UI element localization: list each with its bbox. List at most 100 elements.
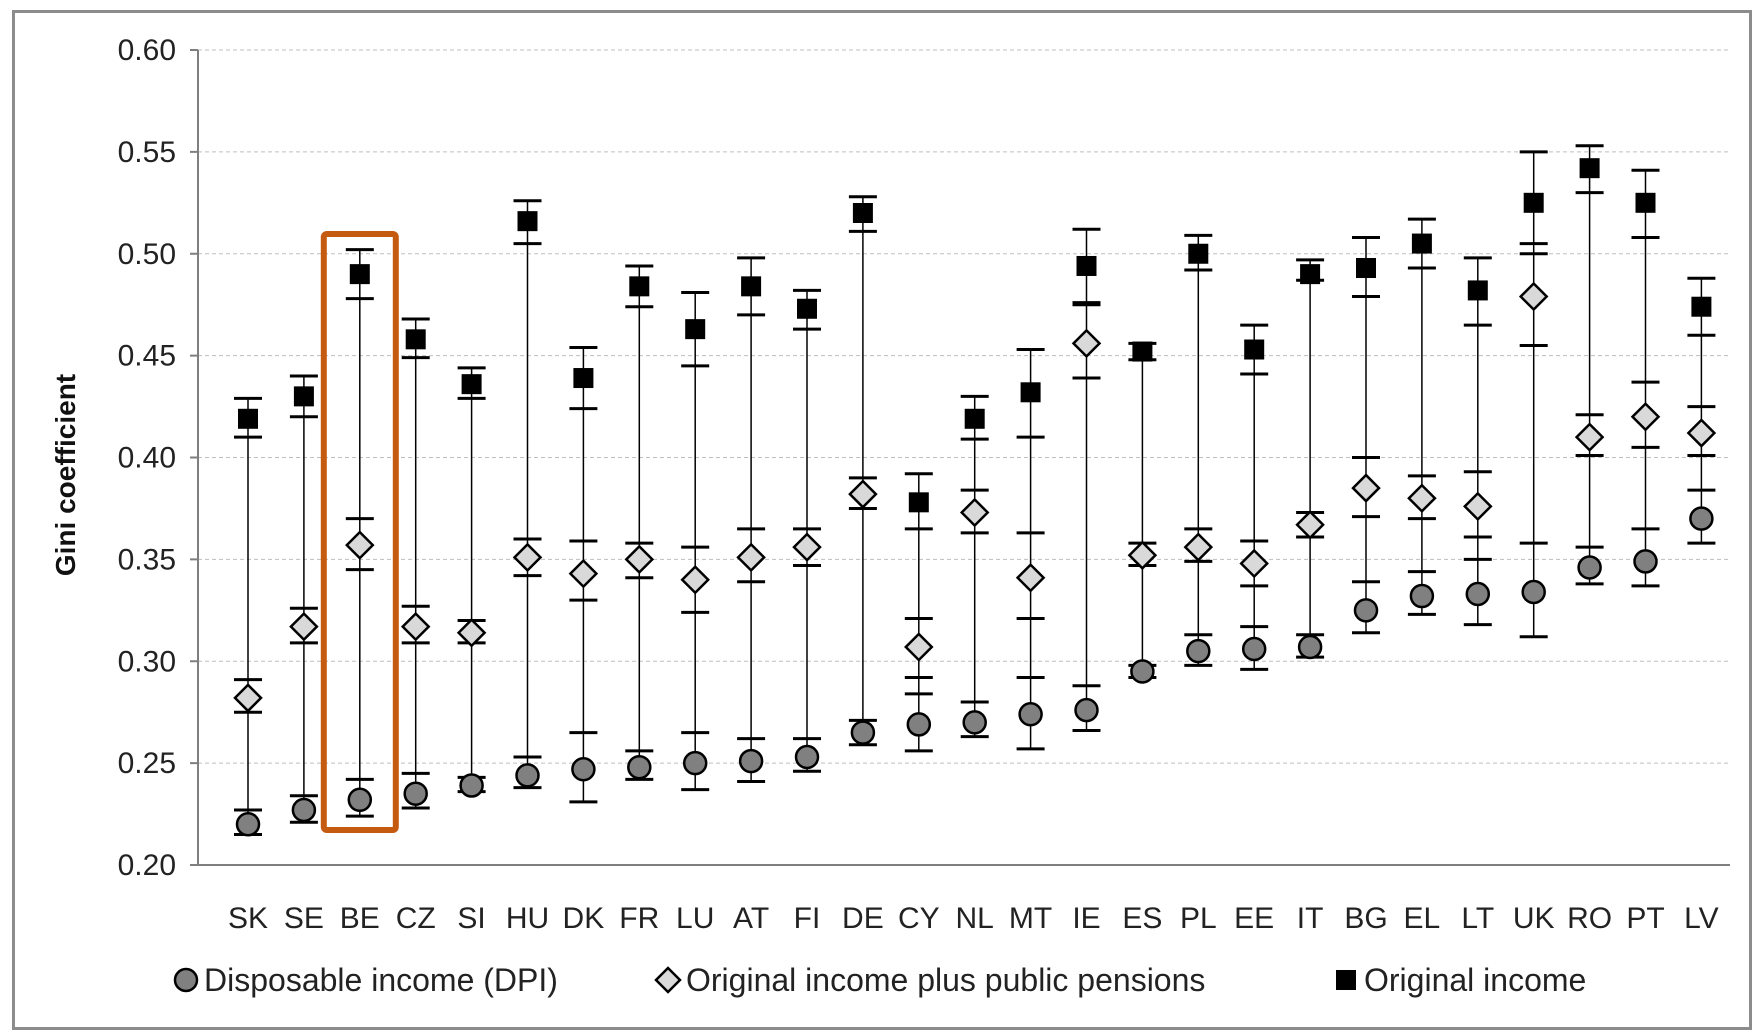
pension-marker	[1686, 418, 1717, 448]
y-tick-label: 0.25	[118, 747, 176, 780]
legend-item: Original income	[1336, 962, 1586, 998]
pension-marker	[848, 479, 878, 509]
x-tick-label: NL	[956, 902, 994, 935]
dpi-marker	[627, 754, 652, 780]
dpi-marker	[1521, 579, 1546, 605]
dpi-marker	[1633, 549, 1658, 574]
legend-square-icon	[1336, 970, 1356, 990]
original-marker	[852, 203, 873, 223]
dpi-marker	[1465, 581, 1491, 607]
dpi-marker	[682, 750, 708, 776]
x-tick-label: EL	[1404, 902, 1441, 935]
y-tick-label: 0.45	[118, 340, 176, 373]
original-marker	[1076, 255, 1097, 276]
x-tick-label: ES	[1122, 902, 1162, 935]
legend-diamond-icon	[654, 966, 682, 994]
pension-marker	[1239, 548, 1269, 579]
original-marker	[1579, 158, 1600, 179]
dpi-marker	[1577, 555, 1602, 580]
pension-marker	[680, 564, 710, 595]
original-marker	[517, 211, 538, 232]
data-markers	[233, 158, 1717, 837]
legend-label: Original income	[1364, 962, 1586, 998]
x-tick-label: AT	[733, 902, 769, 935]
original-marker	[964, 408, 985, 429]
pension-marker	[624, 544, 655, 575]
x-tick-label: FR	[619, 902, 659, 935]
y-tick-label: 0.50	[118, 238, 176, 271]
original-marker	[1020, 382, 1041, 403]
pension-marker	[400, 611, 431, 642]
y-tick-label: 0.20	[118, 849, 176, 882]
pension-marker	[1071, 328, 1102, 359]
x-tick-label: DK	[563, 902, 605, 935]
legend-item: Disposable income (DPI)	[173, 962, 558, 998]
legend-label: Disposable income (DPI)	[204, 962, 558, 998]
dpi-marker	[738, 748, 764, 774]
x-tick-label: LV	[1684, 902, 1718, 935]
original-marker	[629, 276, 650, 297]
x-tick-label: EE	[1234, 902, 1274, 935]
legend-label: Original income plus public pensions	[686, 962, 1205, 998]
dpi-marker	[1353, 598, 1379, 623]
gridlines	[198, 49, 1730, 764]
highlight-rect	[320, 231, 399, 833]
pension-marker	[1463, 491, 1493, 522]
x-tick-label: PT	[1626, 902, 1664, 935]
legend-item: Original income plus public pensions	[654, 962, 1205, 998]
dpi-marker	[403, 781, 428, 806]
pension-marker	[1351, 473, 1381, 503]
dpi-marker	[1018, 701, 1043, 727]
x-tick-label: UK	[1513, 902, 1555, 935]
pension-marker	[233, 683, 263, 713]
original-marker	[405, 329, 426, 350]
dpi-marker	[1186, 638, 1211, 664]
pension-marker	[1407, 483, 1437, 514]
original-marker	[573, 368, 594, 389]
legend: Disposable income (DPI) Original income p…	[173, 962, 1586, 998]
original-marker	[1244, 339, 1265, 360]
x-axis-ticks: SK SE BE CZ SI HU DK FR LU AT FI DE CY NL MT IE ES PL EE IT…	[228, 902, 1719, 935]
dpi-marker	[1297, 634, 1323, 660]
dpi-marker	[1409, 583, 1435, 609]
y-tick-label: 0.55	[118, 136, 176, 169]
original-marker	[741, 276, 762, 297]
pension-marker	[959, 497, 990, 528]
dpi-marker	[235, 812, 261, 837]
original-marker	[1188, 243, 1209, 264]
pension-marker	[1630, 401, 1661, 432]
original-marker	[1523, 192, 1544, 213]
dpi-marker	[1074, 697, 1099, 723]
axes	[197, 50, 1730, 866]
x-tick-label: CZ	[396, 902, 436, 935]
pension-marker	[345, 530, 375, 560]
pension-marker	[1574, 422, 1605, 452]
dpi-marker	[906, 712, 932, 737]
x-tick-label: RO	[1567, 902, 1612, 935]
x-tick-label: IE	[1072, 902, 1100, 935]
x-tick-label: LU	[676, 902, 714, 935]
x-tick-label: SK	[228, 902, 268, 935]
x-tick-label: BG	[1344, 902, 1387, 935]
y-tick-label: 0.35	[118, 543, 176, 576]
pension-marker	[512, 542, 543, 573]
x-tick-label: SE	[284, 902, 324, 935]
original-marker	[685, 319, 706, 340]
x-tick-label: LT	[1461, 902, 1494, 935]
pension-marker	[904, 632, 934, 662]
dpi-marker	[347, 787, 373, 813]
dpi-marker	[962, 710, 987, 735]
original-marker	[1300, 264, 1321, 285]
x-tick-label: BE	[340, 902, 380, 935]
x-tick-label: FI	[794, 902, 821, 935]
y-tick-label: 0.60	[118, 34, 176, 67]
dpi-marker	[1689, 506, 1714, 531]
pension-marker	[1127, 540, 1158, 571]
dpi-marker	[515, 763, 540, 788]
dpi-marker	[850, 720, 876, 745]
original-marker	[293, 386, 314, 407]
pension-marker	[1015, 562, 1046, 593]
dpi-marker	[291, 797, 317, 823]
pension-marker	[1183, 532, 1214, 562]
